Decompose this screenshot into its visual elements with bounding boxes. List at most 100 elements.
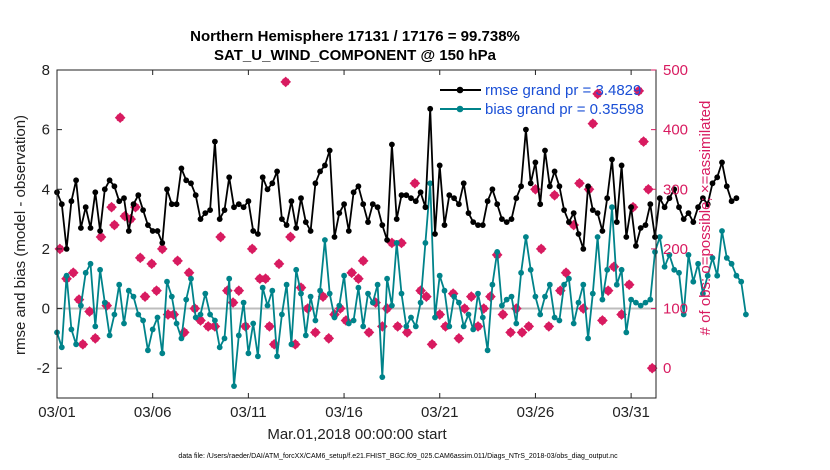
bias-point <box>73 341 79 348</box>
y-tick-label: -2 <box>37 360 50 377</box>
bias-point <box>216 344 223 351</box>
bias-point <box>312 317 319 324</box>
bias-point <box>436 272 443 279</box>
rmse-point <box>441 222 448 229</box>
bias-point <box>178 335 185 342</box>
rmse-point <box>695 204 701 211</box>
rmse-point <box>637 225 644 231</box>
series-layer <box>54 76 749 389</box>
rmse-point <box>470 219 477 226</box>
bias-point <box>642 299 649 306</box>
rmse-point <box>671 186 678 193</box>
rmse-point <box>700 195 706 202</box>
obs-possible-point <box>346 267 358 279</box>
rmse-point <box>283 222 290 229</box>
rmse-point <box>594 210 601 217</box>
rmse-point <box>417 189 424 196</box>
bias-point <box>551 314 558 321</box>
rmse-point <box>87 225 94 231</box>
bias-point <box>489 281 496 288</box>
rmse-point <box>235 201 242 208</box>
bias-point <box>523 234 529 240</box>
bias-point <box>298 290 304 297</box>
bias-point <box>613 281 620 288</box>
bias-point <box>575 299 582 306</box>
rmse-point <box>58 201 65 208</box>
y-tick-label: 2 <box>42 241 50 258</box>
y-axis-label: rmse and bias (model - observation) <box>12 115 29 355</box>
rmse-point <box>149 228 156 234</box>
obs-possible-point <box>162 309 174 320</box>
obs-possible-point <box>543 321 555 332</box>
bias-point <box>173 320 180 327</box>
rmse-point <box>73 177 79 184</box>
bias-point <box>322 237 328 243</box>
bias-point <box>68 326 75 333</box>
bias-point <box>412 323 419 330</box>
obs-possible-point <box>310 327 321 338</box>
bias-point <box>341 272 347 279</box>
rmse-point <box>341 201 347 208</box>
bias-point <box>503 296 510 303</box>
obs-possible-point <box>183 267 195 279</box>
rmse-point <box>575 231 582 237</box>
bias-point <box>561 281 567 288</box>
rmse-point <box>484 198 491 205</box>
bias-point <box>546 281 553 288</box>
obs-possible-point <box>273 258 285 270</box>
bias-point <box>188 275 194 282</box>
bias-point <box>379 374 386 380</box>
bias-point <box>245 350 252 357</box>
rmse-point <box>240 204 247 211</box>
obs-possible-point <box>89 333 101 344</box>
rmse-point <box>221 207 228 214</box>
rmse-point <box>479 222 486 229</box>
rmse-point <box>298 195 304 202</box>
obs-possible-point <box>73 294 85 305</box>
rmse-point <box>633 243 639 249</box>
rmse-point <box>322 162 328 169</box>
rmse-point <box>183 177 190 184</box>
obs-possible-point <box>264 321 275 332</box>
legend-bias-label: bias grand pr = 0.35598 <box>485 101 644 118</box>
bias-point <box>618 266 625 273</box>
bias-point <box>374 281 381 288</box>
bias-point <box>494 249 501 255</box>
axis-labels: Mar.01,2018 00:00:00 start rmse and bias… <box>12 101 714 443</box>
obs-possible-point <box>285 231 296 243</box>
bias-point <box>264 302 271 309</box>
bias-point <box>221 335 228 342</box>
bias-point <box>240 299 247 306</box>
rmse-point <box>130 201 137 208</box>
bias-point <box>594 234 601 240</box>
rmse-point <box>369 201 376 208</box>
plot-border <box>56 69 657 399</box>
rmse-point <box>642 222 649 229</box>
obs-possible-point <box>109 219 120 231</box>
rmse-point <box>216 216 223 223</box>
bias-point <box>317 287 323 294</box>
obs-possible-point <box>459 303 470 314</box>
bias-point <box>250 320 257 327</box>
bias-point <box>192 314 199 321</box>
rmse-point <box>164 186 170 193</box>
bias-point <box>101 299 108 306</box>
bias-point <box>738 278 745 285</box>
obs-possible-point <box>317 291 329 302</box>
rmse-point <box>661 204 668 211</box>
rmse-point <box>106 177 113 184</box>
bias-point <box>403 323 410 330</box>
bias-point <box>235 332 242 339</box>
obs-possible-point <box>554 285 566 296</box>
bias-point <box>355 284 362 291</box>
rmse-point <box>427 105 434 112</box>
obs-possible-point <box>409 177 421 189</box>
obs-possible-point <box>485 291 496 302</box>
obs-possible-point <box>77 338 89 350</box>
rmse-point <box>82 204 89 211</box>
obs-possible-point <box>465 291 477 302</box>
bias-point <box>556 317 563 324</box>
bias-point <box>336 302 343 309</box>
y2-tick-label: 500 <box>663 62 688 79</box>
rmse-point <box>78 225 84 231</box>
